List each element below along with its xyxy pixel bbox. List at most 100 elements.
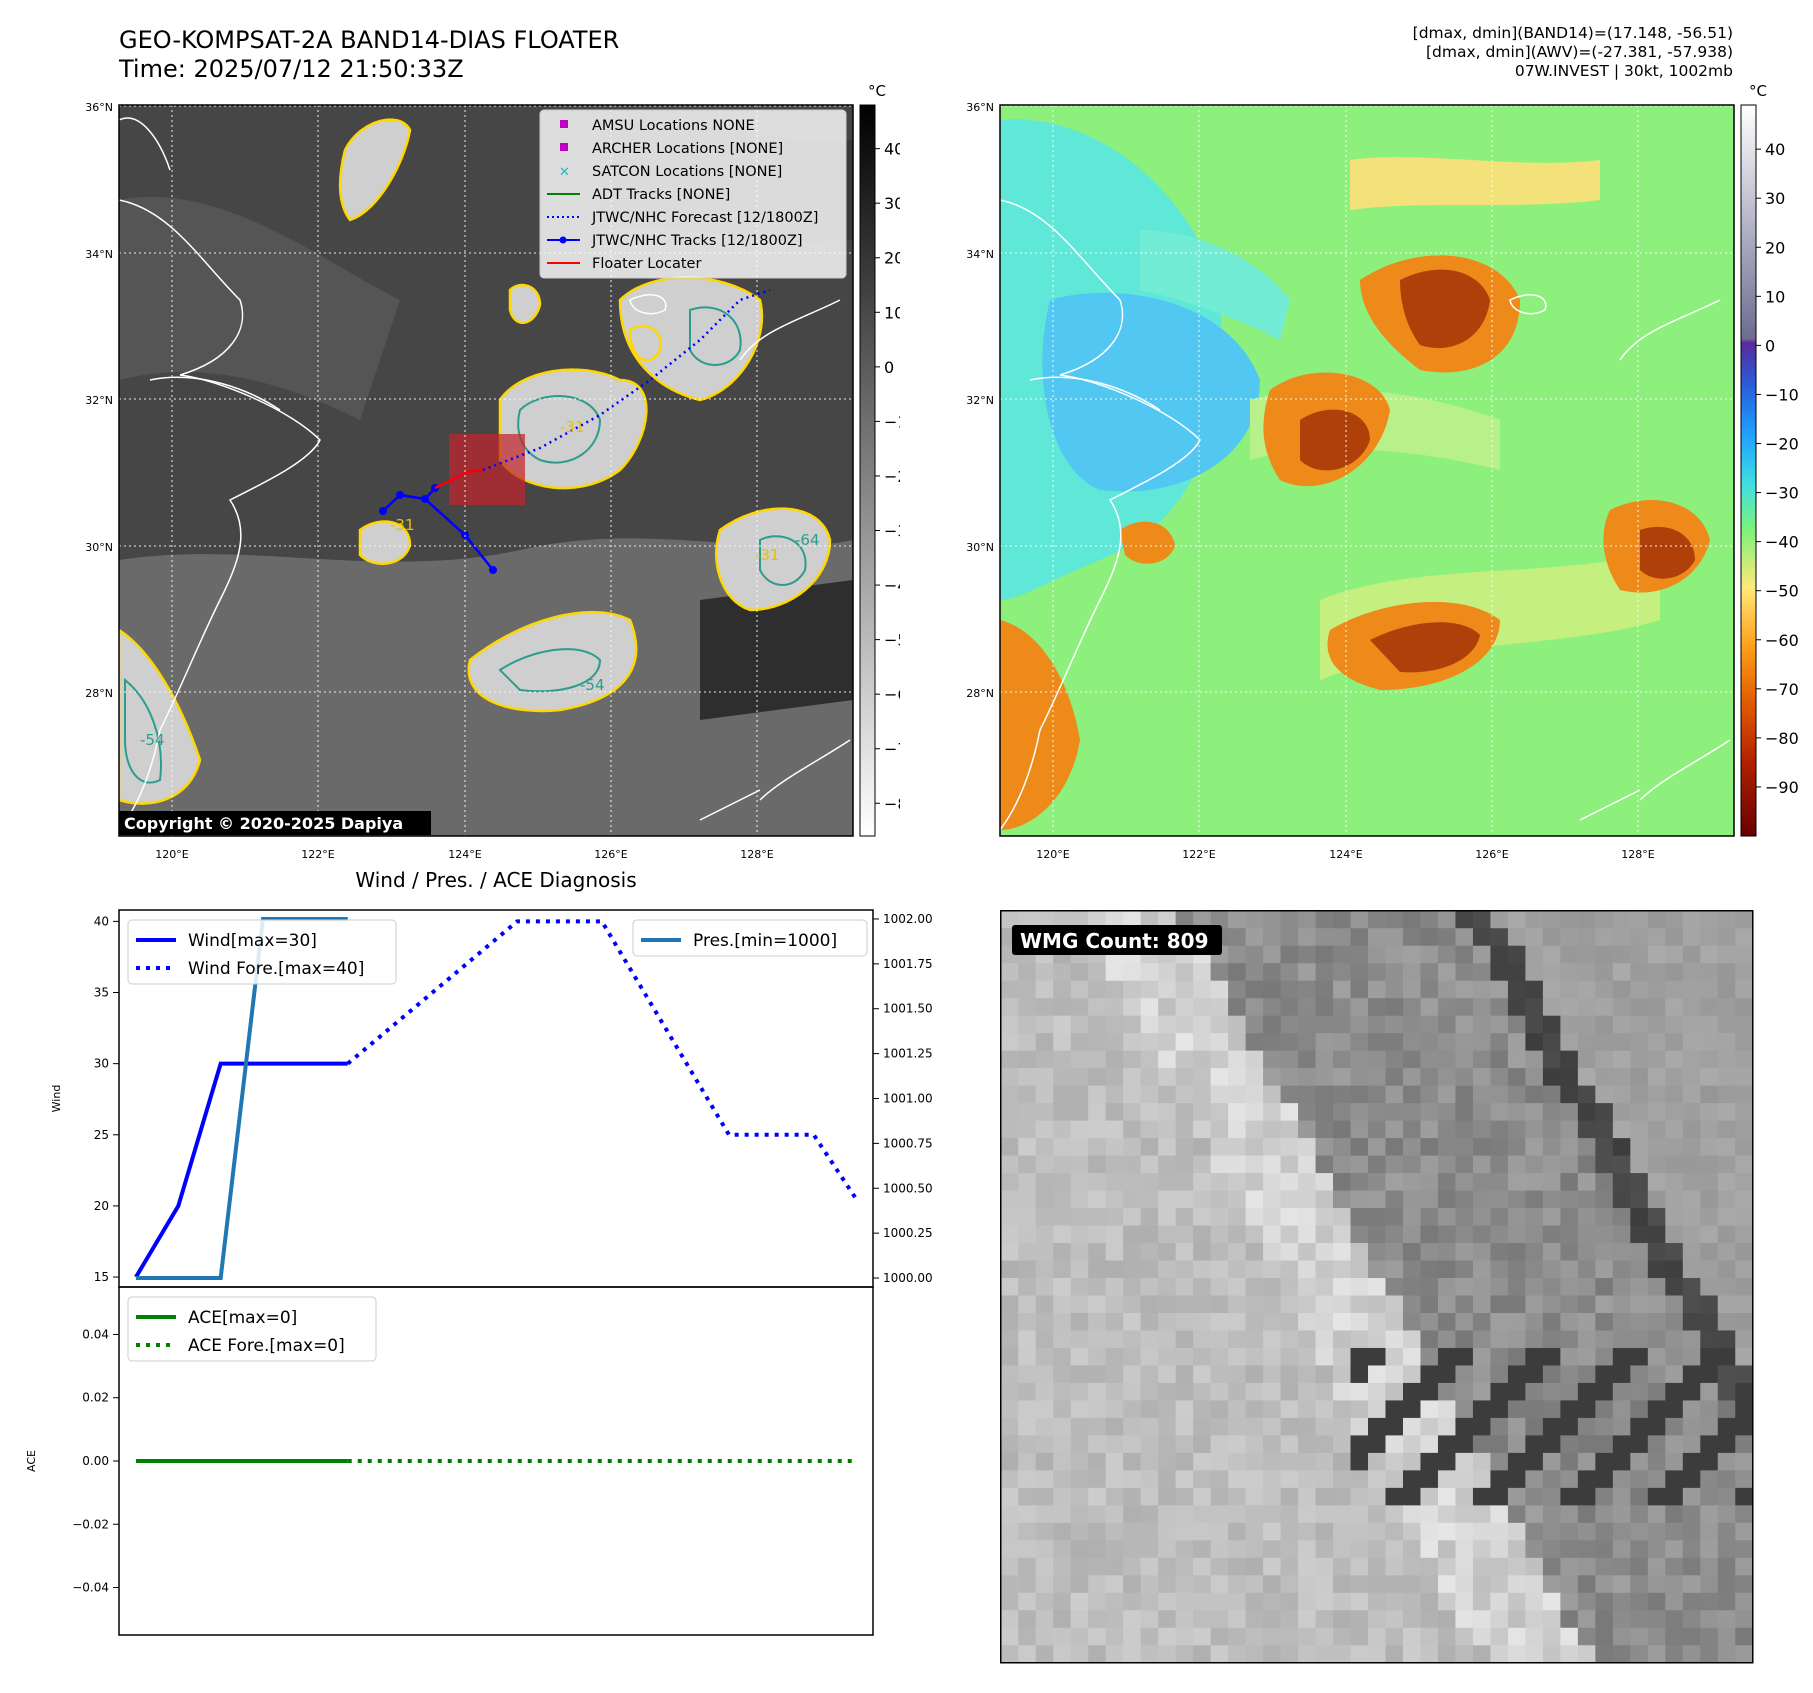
legend-label: Wind[max=30] xyxy=(188,931,317,951)
lon-label: 126°E xyxy=(1475,848,1508,861)
colorbar-unit: °C xyxy=(1749,82,1767,100)
satcon-marker: ✕ xyxy=(559,165,570,180)
colorbar-tick: 20 xyxy=(1765,238,1785,257)
legend-label: ACE[max=0] xyxy=(188,1308,297,1328)
lat-label: 30°N xyxy=(85,541,113,554)
archer-marker xyxy=(560,143,568,151)
colorbar-unit: °C xyxy=(868,82,886,100)
wind-line xyxy=(134,1061,348,1279)
contour-label: -54 xyxy=(580,676,605,694)
colorbar-tick: 30 xyxy=(884,194,900,213)
wmg-panel: WMG Count: 809 xyxy=(1000,910,1754,1664)
wind-legend: Wind[max=30] Wind Fore.[max=40] xyxy=(127,919,397,985)
pressure-tick: 1000.75 xyxy=(883,1136,933,1150)
lon-label: 124°E xyxy=(448,848,481,861)
colorbar-tick: 10 xyxy=(1765,287,1785,306)
colorbar-tick: −90 xyxy=(1765,778,1799,797)
awv-range: [dmax, dmin](AWV)=(-27.381, -57.938) xyxy=(1426,43,1733,61)
wind-tick: 35 xyxy=(94,986,109,1000)
jtwc-forecast-line xyxy=(482,288,771,472)
lat-label: 36°N xyxy=(966,101,994,114)
amsu-marker xyxy=(560,120,568,128)
pressure-tick: 1001.25 xyxy=(883,1047,933,1061)
ir-map-legend: AMSU Locations NONE ARCHER Locations [NO… xyxy=(539,109,847,279)
ace-tick: 0.04 xyxy=(82,1327,109,1341)
pressure-tick: 1000.50 xyxy=(883,1181,933,1195)
contour-label: -31 xyxy=(560,418,585,436)
lon-label: 126°E xyxy=(594,848,627,861)
colorbar-tick: −50 xyxy=(1765,582,1799,601)
wind-tick: 25 xyxy=(94,1128,109,1142)
colorbar-tick: −50 xyxy=(884,631,900,650)
legend-label: AMSU Locations NONE xyxy=(592,118,755,134)
lon-label: 122°E xyxy=(301,848,334,861)
legend-label: JTWC/NHC Forecast [12/1800Z] xyxy=(591,210,818,226)
lat-label: 34°N xyxy=(966,248,994,261)
contour-label: -54 xyxy=(140,731,165,749)
legend-label: ACE Fore.[max=0] xyxy=(188,1336,345,1356)
lat-label: 32°N xyxy=(966,394,994,407)
colorbar-tick: −20 xyxy=(884,467,900,486)
wind-tick: 15 xyxy=(94,1270,109,1284)
wv-colorbar: °C 40 30 20 10 0 −10 −20 −30 −40 −50 −60 −70 −80 −90 xyxy=(1740,82,1799,837)
wv-map-panel: 36°N 34°N 32°N 30°N 28°N 120°E 122°E 124… xyxy=(966,82,1799,861)
colorbar-tick: −10 xyxy=(1765,385,1799,404)
wind-tick: 40 xyxy=(94,914,109,928)
lon-label: 128°E xyxy=(740,848,773,861)
ace-tick: 0.00 xyxy=(82,1454,109,1468)
colorbar-tick: −40 xyxy=(884,576,900,595)
colorbar-tick: −70 xyxy=(884,740,900,759)
contour-label: -64 xyxy=(795,531,820,549)
wind-tick: 30 xyxy=(94,1057,109,1071)
colorbar-tick: 30 xyxy=(1765,189,1785,208)
lat-label: 30°N xyxy=(966,541,994,554)
colorbar-tick: −30 xyxy=(884,522,900,541)
pressure-tick: 1001.75 xyxy=(883,957,933,971)
storm-info: 07W.INVEST | 30kt, 1002mb xyxy=(1514,62,1733,80)
pressure-tick: 1000.00 xyxy=(883,1271,933,1285)
contour-label: -31 xyxy=(390,516,415,534)
wmg-count-text: WMG Count: 809 xyxy=(1020,929,1209,953)
ir-colorbar: °C 40 30 20 10 0 −10 −20 −30 −40 −50 −60 −70 −80 xyxy=(859,82,900,837)
legend-label: JTWC/NHC Tracks [12/1800Z] xyxy=(591,233,803,249)
ir-map-panel: -31 -31 -31 -54 -54 -64 AMSU Locations N… xyxy=(85,82,900,861)
band14-range: [dmax, dmin](BAND14)=(17.148, -56.51) xyxy=(1412,24,1733,42)
colorbar-tick: 40 xyxy=(884,140,900,159)
diag-chart: 40 35 30 25 20 15 1002.00 1001.75 1001.50 1001.25… xyxy=(25,909,933,1636)
pressure-line xyxy=(135,916,348,1281)
floater-locator-box xyxy=(449,434,525,505)
floater-locater-line xyxy=(434,468,484,490)
colorbar-tick: 0 xyxy=(1765,336,1775,355)
lat-label: 34°N xyxy=(85,248,113,261)
ace-tick: −0.04 xyxy=(72,1581,109,1595)
pressure-tick: 1002.00 xyxy=(883,912,933,926)
lon-label: 124°E xyxy=(1329,848,1362,861)
legend-label: Wind Fore.[max=40] xyxy=(188,959,364,979)
colorbar-tick: −30 xyxy=(1765,484,1799,503)
wmg-image xyxy=(1000,910,1754,1664)
wind-tick: 20 xyxy=(94,1199,109,1213)
ace-ylabel: ACE xyxy=(25,1450,38,1472)
colorbar-tick: 20 xyxy=(884,249,900,268)
wmg-count-badge xyxy=(1012,925,1222,955)
figure-time: Time: 2025/07/12 21:50:33Z xyxy=(119,55,464,83)
ace-legend: ACE[max=0] ACE Fore.[max=0] xyxy=(127,1296,377,1362)
lat-label: 36°N xyxy=(85,101,113,114)
contour-label: -31 xyxy=(755,546,780,564)
legend-label: SATCON Locations [NONE] xyxy=(592,164,782,180)
colorbar-tick: −60 xyxy=(1765,631,1799,650)
colorbar-tick: 40 xyxy=(1765,140,1785,159)
lat-label: 28°N xyxy=(85,687,113,700)
wv-map-image xyxy=(1000,105,1734,836)
lat-label: 28°N xyxy=(966,687,994,700)
legend-label: Floater Locater xyxy=(592,256,701,272)
pressure-legend: Pres.[min=1000] xyxy=(632,919,868,957)
lat-label: 32°N xyxy=(85,394,113,407)
pressure-tick: 1000.25 xyxy=(883,1226,933,1240)
colorbar-tick: −80 xyxy=(1765,729,1799,748)
ace-tick: −0.02 xyxy=(72,1517,109,1531)
lon-label: 120°E xyxy=(155,848,188,861)
legend-label: ADT Tracks [NONE] xyxy=(592,187,730,203)
jtwc-track-points xyxy=(379,484,497,574)
colorbar-tick: −40 xyxy=(1765,533,1799,552)
